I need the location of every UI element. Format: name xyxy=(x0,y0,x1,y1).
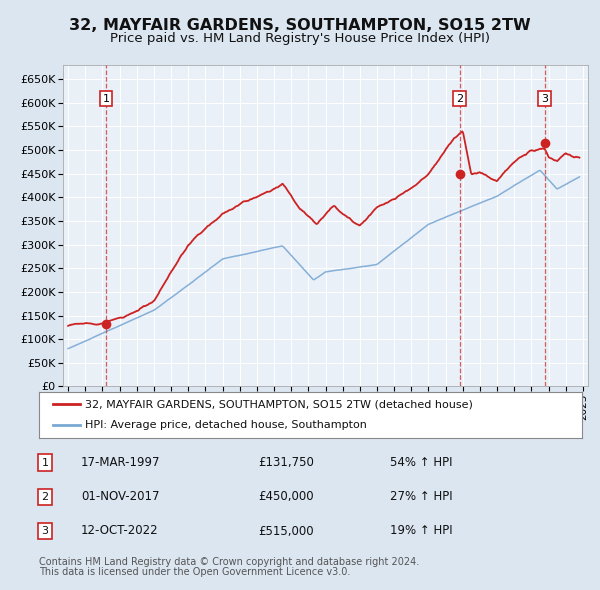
Text: 1: 1 xyxy=(103,94,110,104)
Text: Price paid vs. HM Land Registry's House Price Index (HPI): Price paid vs. HM Land Registry's House … xyxy=(110,32,490,45)
Text: 2: 2 xyxy=(41,492,49,502)
Text: 27% ↑ HPI: 27% ↑ HPI xyxy=(390,490,452,503)
Text: 2: 2 xyxy=(456,94,463,104)
Text: 3: 3 xyxy=(41,526,49,536)
Text: Contains HM Land Registry data © Crown copyright and database right 2024.: Contains HM Land Registry data © Crown c… xyxy=(39,557,419,566)
Text: 54% ↑ HPI: 54% ↑ HPI xyxy=(390,456,452,469)
Text: This data is licensed under the Open Government Licence v3.0.: This data is licensed under the Open Gov… xyxy=(39,568,350,577)
Text: 32, MAYFAIR GARDENS, SOUTHAMPTON, SO15 2TW: 32, MAYFAIR GARDENS, SOUTHAMPTON, SO15 2… xyxy=(69,18,531,33)
Text: 1: 1 xyxy=(41,458,49,467)
Text: £515,000: £515,000 xyxy=(258,525,314,537)
Text: 01-NOV-2017: 01-NOV-2017 xyxy=(81,490,160,503)
Text: £450,000: £450,000 xyxy=(258,490,314,503)
Text: 12-OCT-2022: 12-OCT-2022 xyxy=(81,525,158,537)
Text: 17-MAR-1997: 17-MAR-1997 xyxy=(81,456,161,469)
Text: 19% ↑ HPI: 19% ↑ HPI xyxy=(390,525,452,537)
Text: 32, MAYFAIR GARDENS, SOUTHAMPTON, SO15 2TW (detached house): 32, MAYFAIR GARDENS, SOUTHAMPTON, SO15 2… xyxy=(85,399,473,409)
Text: HPI: Average price, detached house, Southampton: HPI: Average price, detached house, Sout… xyxy=(85,420,367,430)
Text: 3: 3 xyxy=(541,94,548,104)
Text: £131,750: £131,750 xyxy=(258,456,314,469)
